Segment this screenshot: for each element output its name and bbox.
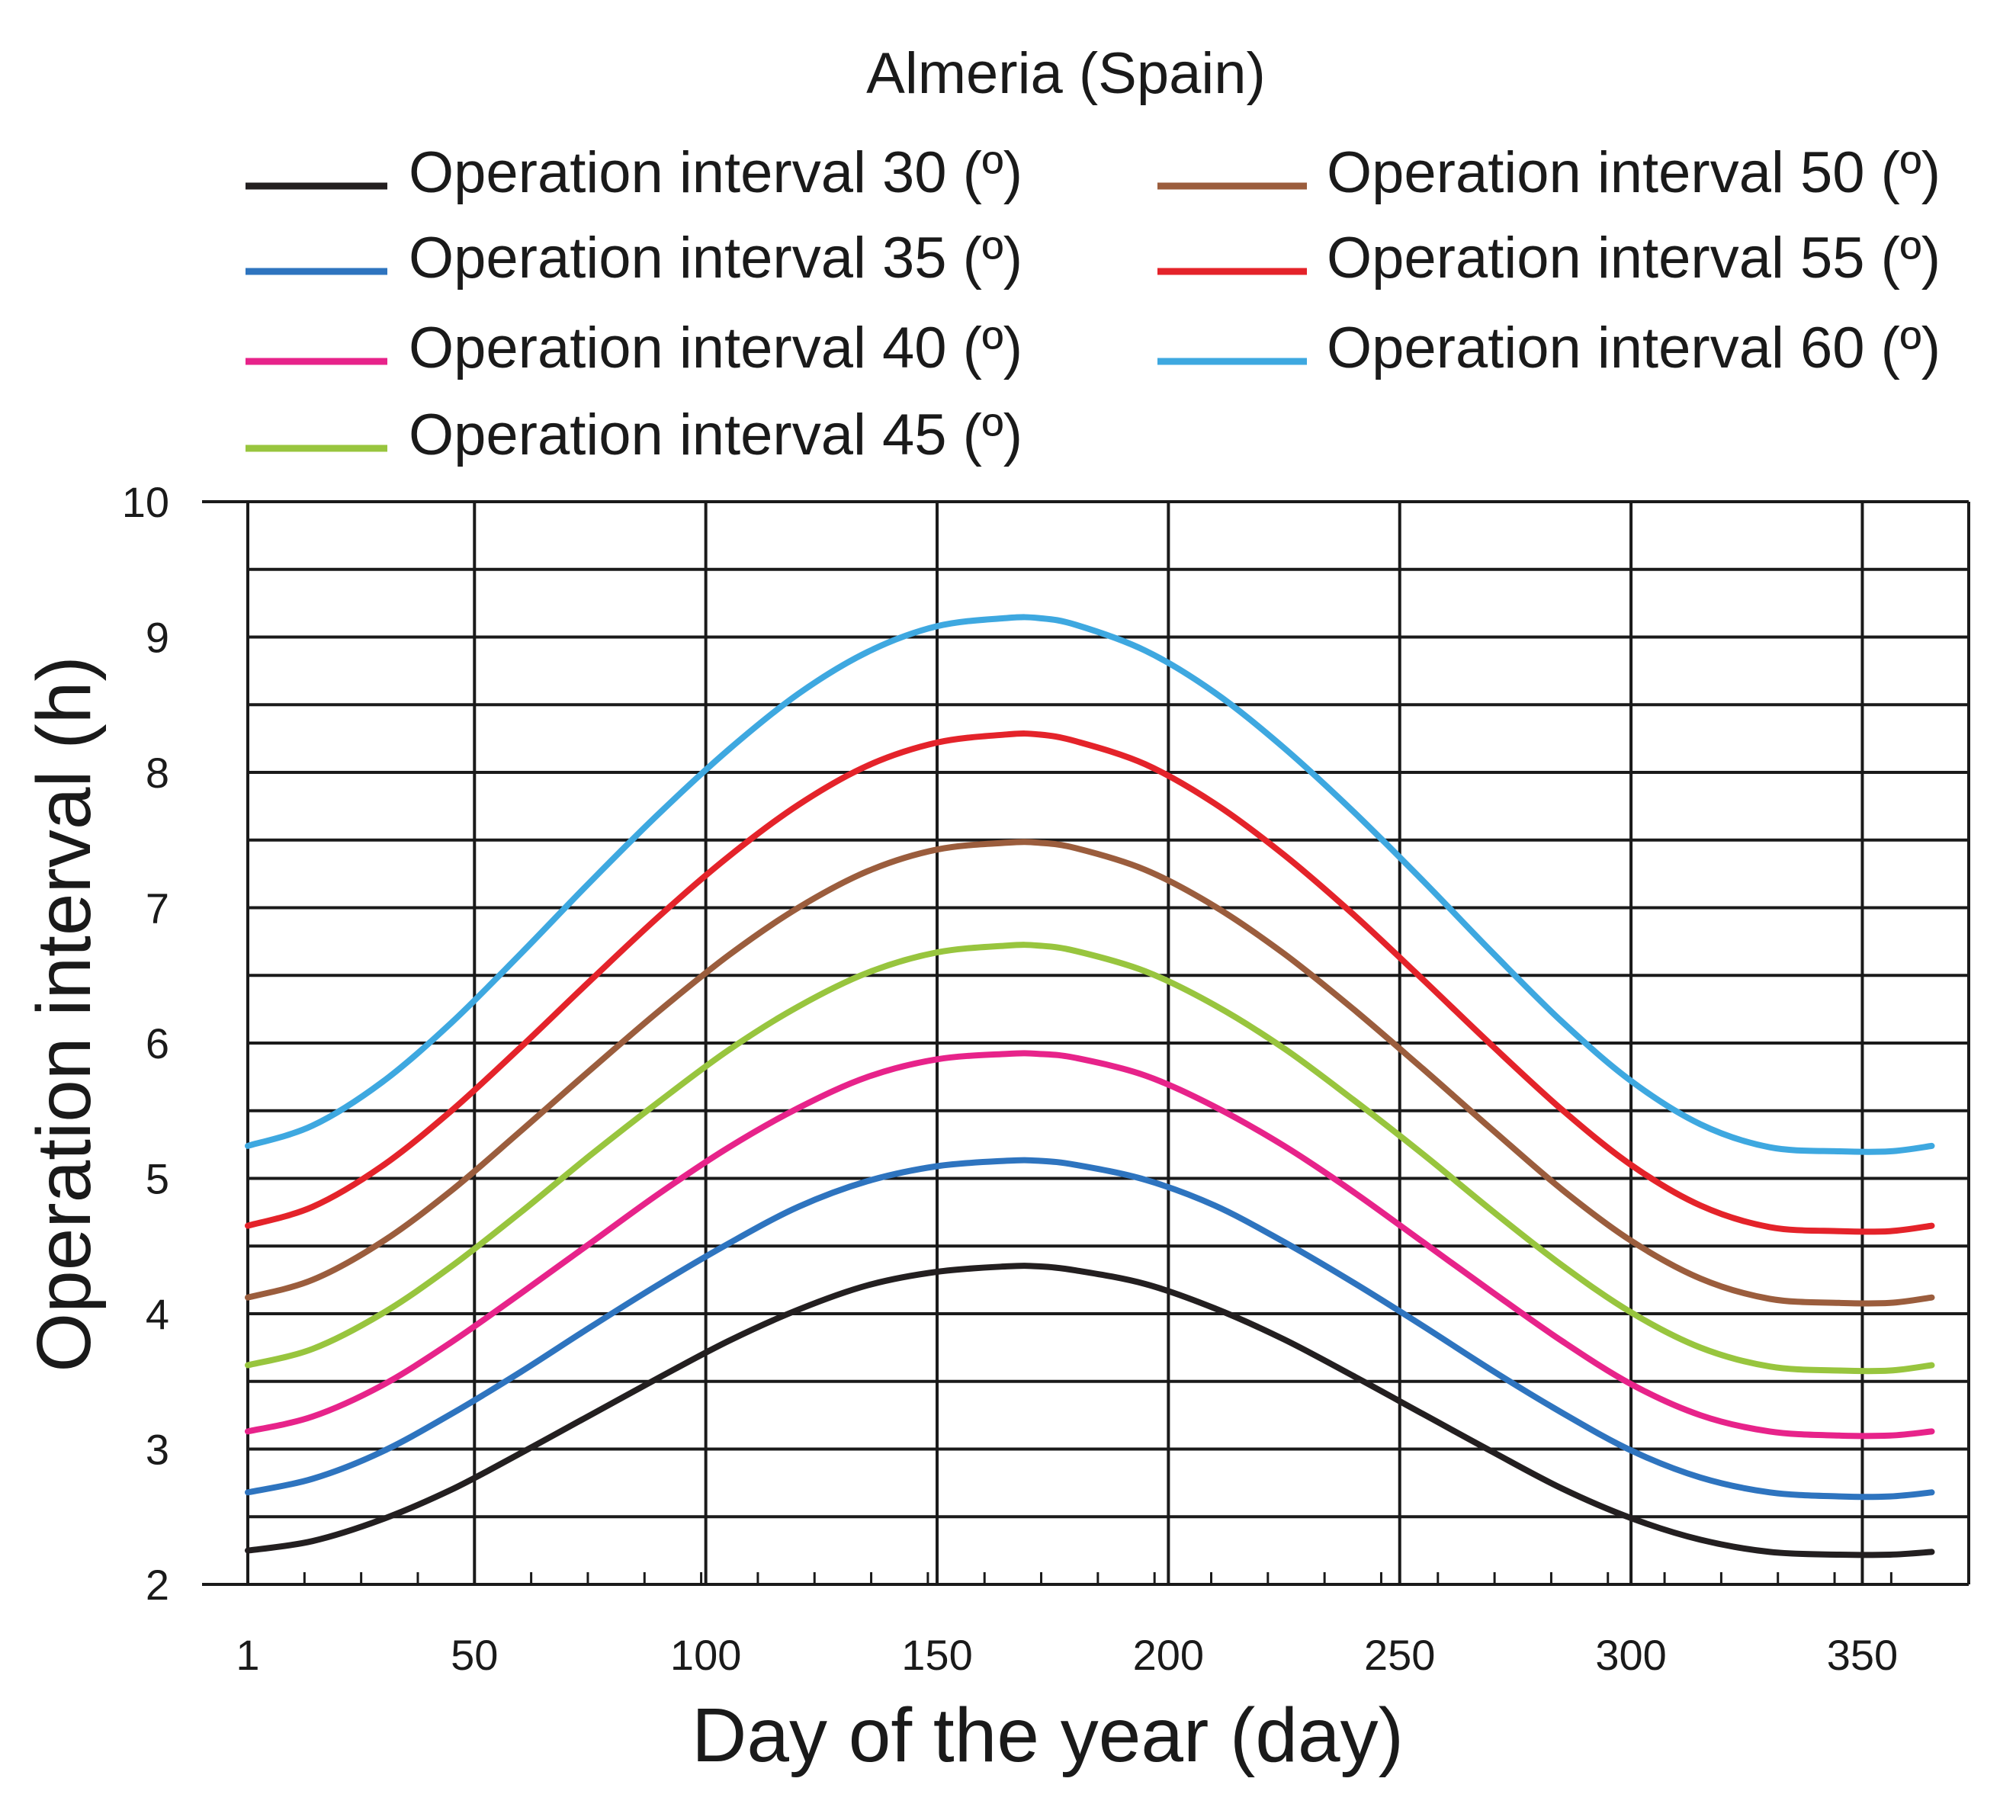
x-axis-label: Day of the year (day) [692,1693,1404,1778]
legend-label: Operation interval 60 (º) [1327,316,1941,380]
x-tick-label: 350 [1827,1631,1898,1679]
series-layer [245,614,1935,1558]
legend-label: Operation interval 55 (º) [1327,226,1941,290]
y-tick-labels: 2 3 4 5 6 7 8 9 10 [122,478,169,1609]
x-tick-label: 200 [1133,1631,1204,1679]
x-tick-label: 1 [236,1631,259,1679]
y-tick-label: 2 [146,1561,169,1609]
x-tick-label: 300 [1595,1631,1666,1679]
legend-label: Operation interval 40 (º) [409,316,1022,380]
series-line-6 [245,730,1935,1235]
legend-entry: Operation interval 30 (º) [246,140,1022,205]
y-axis-label: Operation interval (h) [21,656,107,1372]
y-tick-label: 7 [146,884,169,932]
legend: Operation interval 30 (º) Operation inter… [246,140,1941,467]
y-tick-label: 4 [146,1290,169,1338]
legend-entry: Operation interval 60 (º) [1157,316,1941,380]
chart-title: Almeria (Spain) [866,41,1266,106]
series-line-2 [245,1157,1935,1501]
series-line-5 [245,839,1935,1307]
legend-label: Operation interval 35 (º) [409,226,1022,290]
x-tick-label: 250 [1364,1631,1435,1679]
legend-entry: Operation interval 35 (º) [246,226,1022,290]
x-tick-label: 100 [670,1631,741,1679]
y-tick-label: 9 [146,614,169,662]
grid [202,500,1969,1586]
y-tick-label: 3 [146,1426,169,1474]
legend-label: Operation interval 50 (º) [1327,140,1941,205]
series-line-7 [245,614,1935,1155]
series-line-4 [245,942,1935,1375]
minor-ticks [303,1572,1892,1584]
legend-entry: Operation interval 55 (º) [1157,226,1941,290]
legend-label: Operation interval 30 (º) [409,140,1022,205]
x-tick-label: 50 [451,1631,498,1679]
legend-entry: Operation interval 45 (º) [246,403,1022,467]
y-tick-label: 5 [146,1155,169,1203]
x-tick-labels: 1 50 100 150 200 250 300 350 [236,1631,1898,1679]
plot-frame [202,502,1970,1586]
x-tick-label: 150 [901,1631,972,1679]
y-tick-label: 10 [122,478,169,526]
legend-label: Operation interval 45 (º) [409,403,1022,467]
series-line-3 [245,1050,1935,1440]
legend-entry: Operation interval 50 (º) [1157,140,1941,205]
legend-entry: Operation interval 40 (º) [246,316,1022,380]
series-line-1 [245,1263,1935,1558]
y-tick-label: 8 [146,749,169,797]
y-tick-label: 6 [146,1019,169,1067]
